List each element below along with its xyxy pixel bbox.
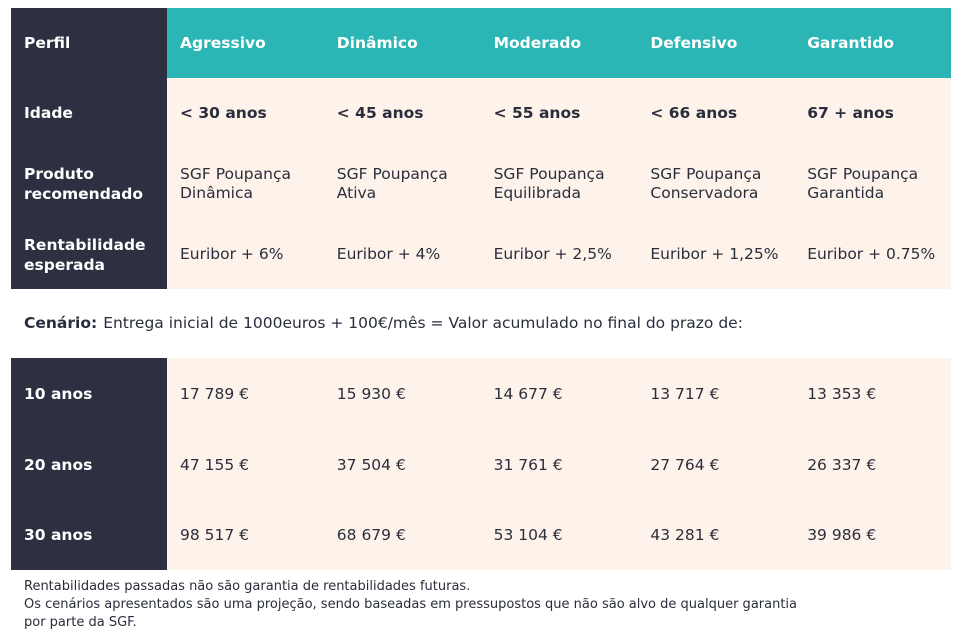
- profile-garantido: Garantido: [794, 8, 951, 78]
- profile-defensivo: Defensivo: [637, 8, 795, 78]
- rentabilidade-cell: Euribor + 1,25%: [637, 220, 795, 289]
- projection-row: 30 anos 98 517 € 68 679 € 53 104 € 43 28…: [11, 500, 951, 570]
- projection-row: 10 anos 17 789 € 15 930 € 14 677 € 13 71…: [11, 358, 951, 430]
- projection-value: 53 104 €: [480, 500, 638, 570]
- rentabilidade-row: Rentabilidade esperada Euribor + 6% Eurib…: [11, 220, 951, 289]
- rentabilidade-cell: Euribor + 6%: [167, 220, 324, 289]
- projection-value: 14 677 €: [480, 358, 638, 430]
- projection-period-label: 20 anos: [11, 430, 167, 500]
- projection-value: 13 717 €: [637, 358, 795, 430]
- disclaimer-line: Os cenários apresentados são uma projeçã…: [24, 597, 798, 612]
- produto-cell: SGF Poupança Equilibrada: [480, 148, 638, 220]
- idade-cell: < 30 anos: [167, 78, 324, 148]
- projection-period-label: 10 anos: [11, 358, 167, 430]
- projection-value: 39 986 €: [794, 500, 951, 570]
- idade-row: Idade < 30 anos < 45 anos < 55 anos < 66…: [11, 78, 951, 148]
- produto-line: SGF Poupança: [807, 165, 919, 183]
- produto-row: Produto recomendado SGF Poupança Dinâmica …: [11, 148, 951, 220]
- idade-label: Idade: [11, 78, 167, 148]
- disclaimer-notes: Rentabilidades passadas não são garantia…: [24, 578, 797, 632]
- projection-value: 43 281 €: [637, 500, 795, 570]
- projection-value: 68 679 €: [323, 500, 481, 570]
- idade-cell: 67 + anos: [794, 78, 951, 148]
- scenario-description: Entrega inicial de 1000euros + 100€/mês …: [103, 314, 743, 332]
- produto-cell: SGF Poupança Garantida: [794, 148, 951, 220]
- disclaimer-line: Rentabilidades passadas não são garantia…: [24, 579, 471, 594]
- rentabilidade-label: Rentabilidade esperada: [11, 220, 167, 289]
- produto-line: Ativa: [336, 184, 377, 202]
- idade-cell: < 55 anos: [480, 78, 638, 148]
- produto-label-line: recomendado: [24, 185, 143, 203]
- projection-value: 27 764 €: [637, 430, 795, 500]
- projection-value: 47 155 €: [167, 430, 324, 500]
- profile-moderado: Moderado: [480, 8, 638, 78]
- produto-line: SGF Poupança: [493, 165, 605, 183]
- projection-value: 13 353 €: [794, 358, 951, 430]
- produto-line: Dinâmica: [180, 184, 253, 202]
- projection-value: 17 789 €: [167, 358, 324, 430]
- rentabilidade-cell: Euribor + 4%: [323, 220, 481, 289]
- produto-line: SGF Poupança: [180, 165, 291, 183]
- profile-dinamico: Dinâmico: [323, 8, 481, 78]
- produto-label: Produto recomendado: [11, 148, 167, 220]
- disclaimer-line: por parte da SGF.: [24, 615, 137, 630]
- projection-value: 26 337 €: [794, 430, 951, 500]
- projection-row: 20 anos 47 155 € 37 504 € 31 761 € 27 76…: [11, 430, 951, 500]
- projection-value: 15 930 €: [323, 358, 481, 430]
- produto-line: Garantida: [807, 184, 885, 202]
- rentabilidade-label-line: Rentabilidade: [24, 235, 146, 254]
- projection-value: 31 761 €: [480, 430, 638, 500]
- profile-header-row: Perfil Agressivo Dinâmico Moderado Defen…: [11, 8, 951, 78]
- produto-line: Equilibrada: [493, 184, 582, 202]
- rentabilidade-label-line: esperada: [24, 255, 106, 274]
- perfil-label: Perfil: [11, 8, 167, 78]
- produto-cell: SGF Poupança Ativa: [323, 148, 481, 220]
- profiles-table: Perfil Agressivo Dinâmico Moderado Defen…: [11, 8, 951, 289]
- scenario-text: Cenário: Entrega inicial de 1000euros + 1…: [24, 314, 743, 332]
- produto-label-line: Produto: [24, 165, 94, 183]
- idade-cell: < 66 anos: [637, 78, 795, 148]
- projection-value: 98 517 €: [167, 500, 324, 570]
- produto-cell: SGF Poupança Conservadora: [637, 148, 795, 220]
- projections-table: 10 anos 17 789 € 15 930 € 14 677 € 13 71…: [11, 358, 951, 570]
- rentabilidade-cell: Euribor + 0.75%: [794, 220, 951, 289]
- projection-value: 37 504 €: [323, 430, 481, 500]
- projection-period-label: 30 anos: [11, 500, 167, 570]
- scenario-label: Cenário:: [24, 314, 98, 332]
- produto-line: SGF Poupança: [650, 165, 762, 183]
- projections-table-container: 10 anos 17 789 € 15 930 € 14 677 € 13 71…: [11, 358, 951, 570]
- profiles-table-container: Perfil Agressivo Dinâmico Moderado Defen…: [11, 8, 951, 289]
- rentabilidade-cell: Euribor + 2,5%: [480, 220, 638, 289]
- idade-cell: < 45 anos: [323, 78, 481, 148]
- produto-line: SGF Poupança: [336, 165, 448, 183]
- profile-agressivo: Agressivo: [167, 8, 324, 78]
- produto-line: Conservadora: [650, 184, 759, 202]
- produto-cell: SGF Poupança Dinâmica: [167, 148, 324, 220]
